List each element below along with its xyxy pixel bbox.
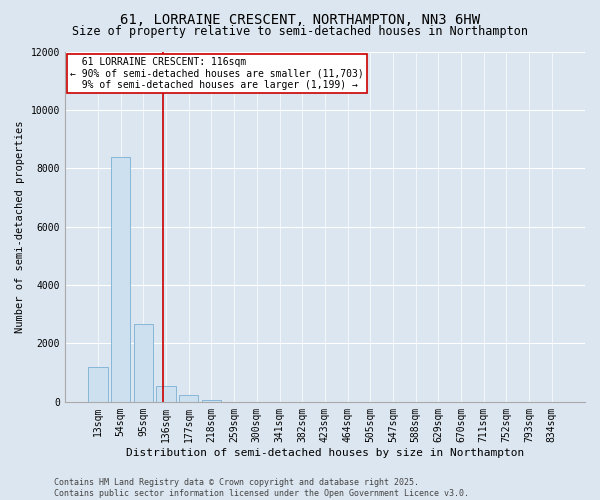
Bar: [88, 367, 108, 402]
Text: Contains HM Land Registry data © Crown copyright and database right 2025.
Contai: Contains HM Land Registry data © Crown c…: [54, 478, 469, 498]
Text: 61 LORRAINE CRESCENT: 116sqm
← 90% of semi-detached houses are smaller (11,703)
: 61 LORRAINE CRESCENT: 116sqm ← 90% of se…: [70, 57, 364, 90]
Y-axis label: Number of semi-detached properties: Number of semi-detached properties: [15, 120, 25, 333]
Text: 61, LORRAINE CRESCENT, NORTHAMPTON, NN3 6HW: 61, LORRAINE CRESCENT, NORTHAMPTON, NN3 …: [120, 12, 480, 26]
Bar: [179, 394, 199, 402]
Bar: [157, 386, 176, 402]
X-axis label: Distribution of semi-detached houses by size in Northampton: Distribution of semi-detached houses by …: [126, 448, 524, 458]
Text: Size of property relative to semi-detached houses in Northampton: Size of property relative to semi-detach…: [72, 25, 528, 38]
Bar: [134, 324, 153, 402]
Bar: [111, 156, 130, 402]
Bar: [202, 400, 221, 402]
